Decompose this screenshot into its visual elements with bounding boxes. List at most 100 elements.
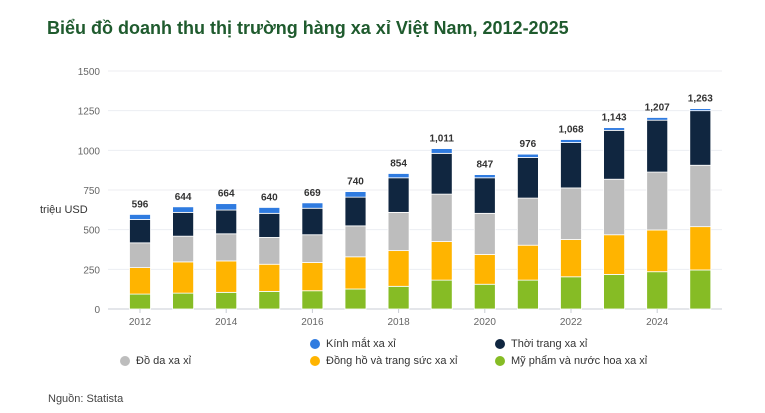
bar-segment xyxy=(646,271,669,310)
bar-segment xyxy=(172,235,195,263)
bar-segment xyxy=(473,254,496,285)
bar-segment xyxy=(517,153,539,158)
bar-segment xyxy=(603,178,625,236)
bar-segment xyxy=(215,203,238,211)
bar-segment xyxy=(689,226,712,271)
bar-segment xyxy=(301,262,324,292)
legend-item-kinh-mat: Kính mắt xa xỉ xyxy=(310,338,396,350)
bar-segment xyxy=(430,279,453,310)
bar-segment xyxy=(387,173,410,179)
bar-segment xyxy=(560,276,582,310)
bar-segment xyxy=(689,108,712,112)
bar-segment xyxy=(258,212,281,238)
bar-segment xyxy=(473,177,496,214)
bar-segment xyxy=(172,261,195,294)
bar-segment xyxy=(473,174,496,179)
y-tick-label: 1500 xyxy=(78,67,101,78)
bar-segment xyxy=(301,290,324,310)
bar-segment xyxy=(560,139,582,143)
legend-item-dong-ho: Đồng hồ và trang sức xa xỉ xyxy=(310,355,457,367)
y-tick-label: 500 xyxy=(83,226,100,237)
bar-segment xyxy=(129,242,151,268)
bar-segment xyxy=(344,196,367,227)
bar-segment xyxy=(603,129,625,180)
y-tick-label: 1250 xyxy=(78,107,101,118)
bar-segment xyxy=(603,127,625,131)
bar-segment xyxy=(301,207,324,236)
bar-segment xyxy=(473,212,496,255)
bar-segment xyxy=(344,191,367,198)
bar-segment xyxy=(387,250,410,287)
total-label: 847 xyxy=(476,160,493,171)
y-tick-label: 750 xyxy=(83,186,100,197)
bar-segment xyxy=(517,244,539,281)
legend-label: Đồng hồ và trang sức xa xỉ xyxy=(326,355,458,367)
bar-segment xyxy=(430,152,453,195)
bar-segment xyxy=(344,225,367,258)
chart-title: Biểu đồ doanh thu thị trường hàng xa xỉ … xyxy=(47,18,569,38)
x-tick-label: 2014 xyxy=(215,317,238,328)
bar-segment xyxy=(387,177,410,213)
legend-item-my-pham: Mỹ phẩm và nước hoa xa xỉ xyxy=(495,355,647,367)
legend-item-do-da: Đồ da xa xỉ xyxy=(120,355,191,367)
y-axis-label: triệu USD xyxy=(40,204,88,216)
bar-segment xyxy=(689,164,712,228)
bar-segment xyxy=(344,256,367,290)
x-tick-label: 2022 xyxy=(560,317,583,328)
bar-segment xyxy=(517,279,539,310)
bar-segment xyxy=(689,110,712,166)
bar-segment xyxy=(560,239,582,278)
total-label: 740 xyxy=(347,177,364,188)
bar-segment xyxy=(129,214,151,220)
bar-segment xyxy=(646,171,669,231)
bar-segment xyxy=(129,293,151,310)
bar-segment xyxy=(517,197,539,246)
bar-segment xyxy=(689,269,712,310)
bar-segment xyxy=(387,285,410,310)
x-tick-label: 2020 xyxy=(474,317,497,328)
x-tick-label: 2012 xyxy=(129,317,152,328)
legend-item-thoi-trang: Thời trang xa xỉ xyxy=(495,338,587,350)
total-label: 664 xyxy=(218,189,235,200)
total-label: 1,263 xyxy=(688,94,713,105)
bar-segment xyxy=(172,206,195,213)
bar-segment xyxy=(258,237,281,265)
total-label: 644 xyxy=(175,192,192,203)
y-tick-label: 250 xyxy=(83,265,100,276)
legend-swatch xyxy=(495,356,505,366)
bar-segment xyxy=(560,187,582,240)
total-label: 1,068 xyxy=(558,125,583,136)
bar-segment xyxy=(646,119,669,173)
bar-segment xyxy=(646,229,669,273)
bar-segment xyxy=(430,193,453,242)
bar-segment xyxy=(129,267,151,295)
bar-segment xyxy=(517,157,539,199)
bar-segment xyxy=(646,117,669,121)
bar-segment xyxy=(258,207,281,214)
x-tick-label: 2016 xyxy=(301,317,324,328)
legend-label: Thời trang xa xỉ xyxy=(511,338,588,350)
legend-label: Kính mắt xa xỉ xyxy=(326,338,396,350)
bar-segment xyxy=(215,233,238,262)
x-tick-label: 2024 xyxy=(646,317,669,328)
y-tick-label: 1000 xyxy=(78,146,101,157)
legend-swatch xyxy=(310,339,320,349)
total-label: 1,143 xyxy=(602,113,627,124)
legend-label: Đồ da xa xỉ xyxy=(136,355,192,367)
source-note: Nguồn: Statista xyxy=(48,393,124,405)
bar-segment xyxy=(430,148,453,154)
bar-segment xyxy=(215,291,238,310)
bar-segment xyxy=(301,202,324,209)
bar-segment xyxy=(172,211,195,237)
legend-swatch xyxy=(495,339,505,349)
y-tick-label: 0 xyxy=(94,305,100,316)
bar-segment xyxy=(258,290,281,310)
bar-segment xyxy=(172,292,195,310)
bar-segment xyxy=(430,241,453,281)
legend-label: Mỹ phẩm và nước hoa xa xỉ xyxy=(511,355,648,367)
bar-segment xyxy=(603,274,625,310)
bar-segment xyxy=(560,142,582,189)
bar-segment xyxy=(473,283,496,310)
bar-segment xyxy=(215,209,238,235)
total-label: 1,207 xyxy=(645,102,670,113)
